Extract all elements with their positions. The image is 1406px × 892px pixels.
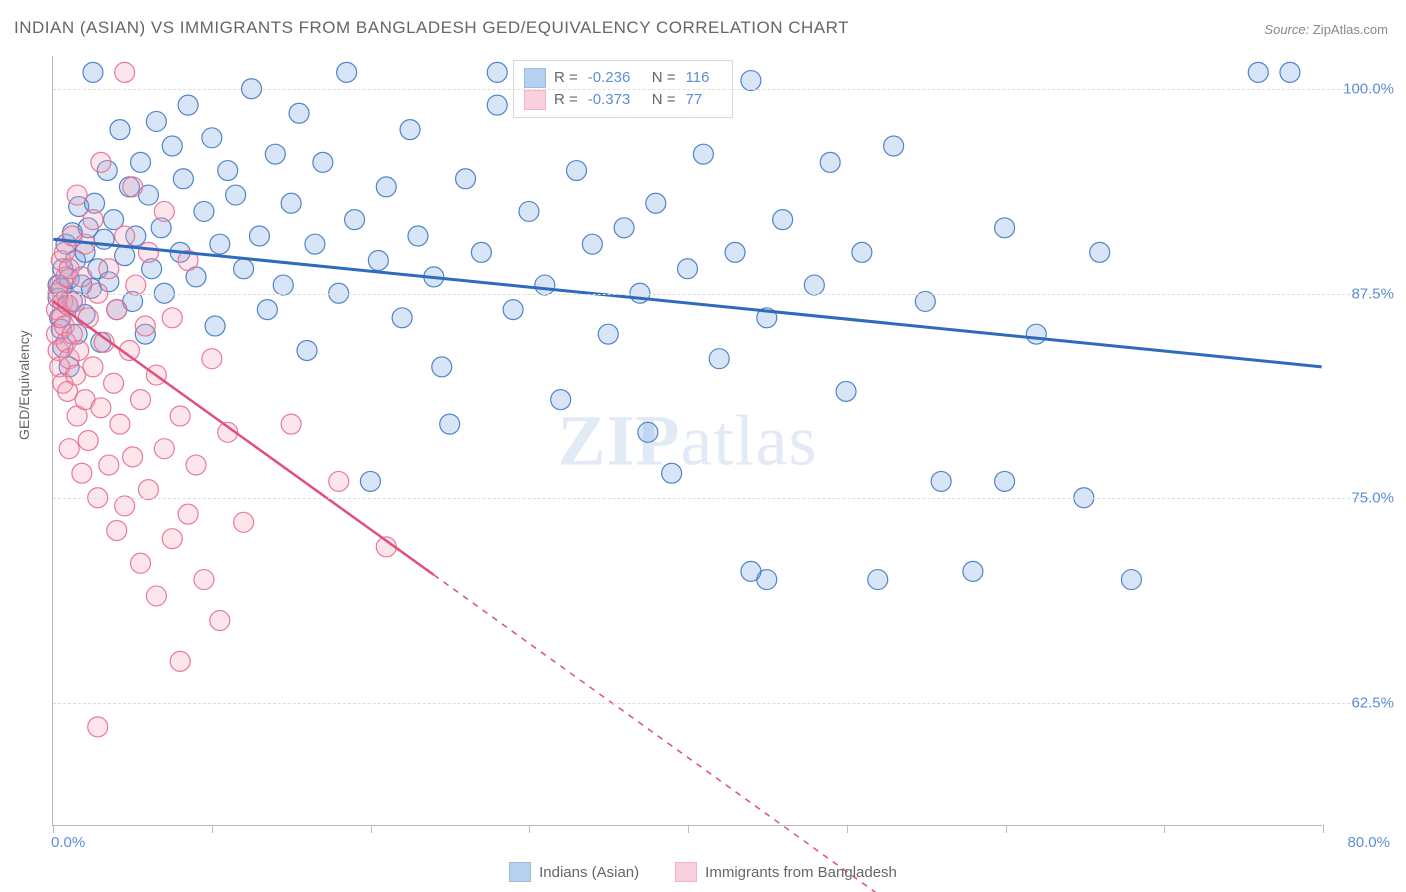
legend-r-label: R = [554, 67, 578, 89]
legend-row-indians: R = -0.236 N = 116 [524, 67, 720, 89]
legend-r-value: -0.373 [588, 89, 644, 111]
y-tick-label: 87.5% [1334, 285, 1394, 302]
series-legend: Indians (Asian) Immigrants from Banglades… [0, 862, 1406, 886]
gridline [53, 703, 1390, 704]
x-axis-min-label: 0.0% [51, 834, 85, 851]
chart-container: INDIAN (ASIAN) VS IMMIGRANTS FROM BANGLA… [0, 0, 1406, 892]
trend-line-bangladesh [53, 301, 434, 574]
legend-n-label: N = [652, 89, 676, 111]
source-label: Source: [1264, 22, 1309, 37]
series-legend-item-indians: Indians (Asian) [509, 862, 639, 882]
trend-lines-layer [53, 56, 1322, 825]
y-tick-label: 75.0% [1334, 490, 1394, 507]
legend-swatch [509, 862, 531, 882]
x-tick-mark [1323, 825, 1324, 833]
x-tick-mark [529, 825, 530, 833]
gridline [53, 294, 1390, 295]
y-axis-label: GED/Equivalency [16, 330, 32, 440]
trend-line-extrapolated-bangladesh [434, 575, 941, 892]
legend-n-value: 77 [686, 89, 720, 111]
x-tick-mark [212, 825, 213, 833]
legend-swatch [524, 68, 546, 88]
gridline [53, 498, 1390, 499]
legend-r-label: R = [554, 89, 578, 111]
x-axis-max-label: 80.0% [1347, 834, 1390, 851]
legend-swatch [675, 862, 697, 882]
legend-row-bangladesh: R = -0.373 N = 77 [524, 89, 720, 111]
legend-n-label: N = [652, 67, 676, 89]
chart-title: INDIAN (ASIAN) VS IMMIGRANTS FROM BANGLA… [14, 18, 849, 38]
series-legend-label: Indians (Asian) [539, 864, 639, 881]
x-tick-mark [688, 825, 689, 833]
source-name: ZipAtlas.com [1313, 22, 1388, 37]
y-tick-label: 100.0% [1334, 80, 1394, 97]
legend-swatch [524, 90, 546, 110]
x-tick-mark [847, 825, 848, 833]
plot-area: ZIPatlas R =-0.236N =116R =-0.373N =77 0… [52, 56, 1322, 826]
y-tick-label: 62.5% [1334, 695, 1394, 712]
trend-line-indians [53, 239, 1321, 367]
gridline [53, 89, 1390, 90]
x-tick-mark [371, 825, 372, 833]
x-tick-mark [1164, 825, 1165, 833]
source-attribution: Source: ZipAtlas.com [1264, 22, 1388, 37]
x-tick-mark [1006, 825, 1007, 833]
x-tick-mark [53, 825, 54, 833]
series-legend-label: Immigrants from Bangladesh [705, 864, 897, 881]
series-legend-item-bangladesh: Immigrants from Bangladesh [675, 862, 897, 882]
legend-n-value: 116 [686, 67, 720, 89]
legend-r-value: -0.236 [588, 67, 644, 89]
